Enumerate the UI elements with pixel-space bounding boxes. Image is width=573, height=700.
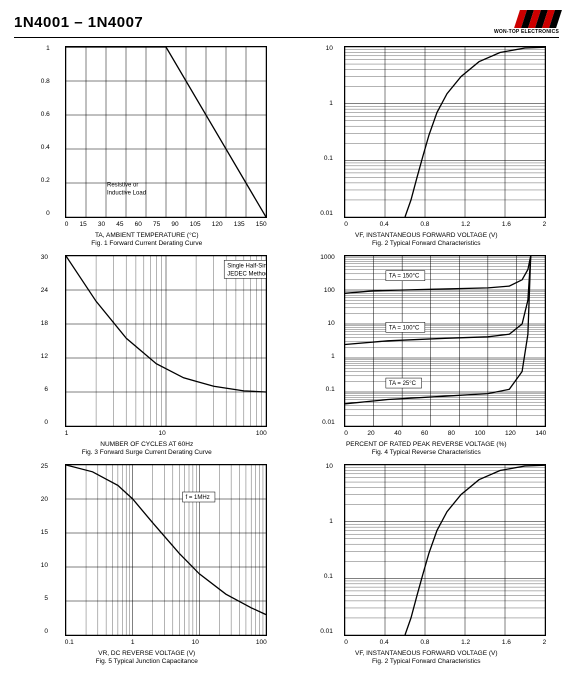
fig3-box: Single Half-Sine-Wave JEDEC Method bbox=[65, 255, 267, 427]
page-header: 1N4001 – 1N4007 WON-TOP ELECTRONICS bbox=[14, 10, 559, 38]
fig4-caption: Fig. 4 Typical Reverse Characteristics bbox=[372, 449, 481, 456]
fig3-caption: Fig. 3 Forward Surge Current Derating Cu… bbox=[82, 449, 212, 456]
fig1-xlabel: TA, AMBIENT TEMPERATURE (°C) bbox=[95, 232, 199, 239]
fig2b-cell: IF, INSTANTANEOUS FORWARD CURRENT (A) 10… bbox=[294, 464, 560, 665]
fig5-xticks: 0.1110100 bbox=[65, 639, 267, 646]
fig5-yticks: 2520151050 bbox=[41, 464, 48, 636]
svg-text:TA = 100°C: TA = 100°C bbox=[389, 325, 420, 331]
fig2a-yticks: 1010.10.01 bbox=[320, 46, 333, 218]
fig1-caption: Fig. 1 Forward Current Derating Curve bbox=[91, 240, 202, 247]
brand-logo: WON-TOP ELECTRONICS bbox=[494, 10, 559, 35]
svg-text:f = 1MHz: f = 1MHz bbox=[185, 495, 209, 501]
fig1-yticks: 10.80.60.40.20 bbox=[41, 46, 50, 218]
fig2a-cell: IF, INSTANTANEOUS FORWARD CURRENT (A) 10… bbox=[294, 46, 560, 247]
fig2a-xlabel: VF, INSTANTANEOUS FORWARD VOLTAGE (V) bbox=[355, 232, 498, 239]
logo-stripes bbox=[517, 10, 559, 28]
fig4-yticks: 10001001010.10.01 bbox=[320, 255, 334, 427]
fig4-xticks: 020406080100120140 bbox=[344, 430, 546, 437]
svg-text:Resistive or: Resistive or bbox=[107, 182, 138, 188]
fig1-box: Resistive or Inductive Load bbox=[65, 46, 267, 218]
svg-text:TA = 150°C: TA = 150°C bbox=[389, 274, 420, 280]
fig4-box: TA = 150°C TA = 100°C TA = 25°C bbox=[344, 255, 546, 427]
fig4-cell: IR, INSTANTANEOUS REVERSE CURRENT (µA) 1… bbox=[294, 255, 560, 456]
fig5-box: f = 1MHz bbox=[65, 464, 267, 636]
fig2b-box bbox=[344, 464, 546, 636]
fig3-yticks: 3024181260 bbox=[41, 255, 48, 427]
fig2b-yticks: 1010.10.01 bbox=[320, 464, 333, 636]
fig2a-box bbox=[344, 46, 546, 218]
fig2a-xticks: 00.40.81.21.62 bbox=[344, 221, 546, 228]
fig2b-caption: Fig. 2 Typical Forward Characteristics bbox=[372, 658, 481, 665]
fig2b-plot bbox=[345, 465, 545, 635]
svg-text:JEDEC Method: JEDEC Method bbox=[227, 271, 266, 277]
brand-name: WON-TOP ELECTRONICS bbox=[494, 29, 559, 35]
fig3-xlabel: NUMBER OF CYCLES AT 60Hz bbox=[100, 441, 193, 448]
fig4-xlabel: PERCENT OF RATED PEAK REVERSE VOLTAGE (%… bbox=[346, 441, 507, 448]
svg-text:Inductive Load: Inductive Load bbox=[107, 190, 146, 196]
svg-text:TA = 25°C: TA = 25°C bbox=[389, 381, 417, 387]
fig2b-xticks: 00.40.81.21.62 bbox=[344, 639, 546, 646]
fig3-plot: Single Half-Sine-Wave JEDEC Method bbox=[66, 256, 266, 426]
charts-grid: I(AV), AVERAGE FORWARD RECTIFIED CURRENT… bbox=[14, 46, 559, 665]
fig2a-plot bbox=[345, 47, 545, 217]
fig3-xticks: 110100 bbox=[65, 430, 267, 437]
fig5-cell: CJ, JUNCTION CAPACITANCE (pF) 2520151050… bbox=[14, 464, 280, 665]
fig4-plot: TA = 150°C TA = 100°C TA = 25°C bbox=[345, 256, 545, 426]
fig1-xticks: 0153045607590105120135150 bbox=[65, 221, 267, 228]
fig3-cell: IFSM, PEAK FORWARD SURGE CURRENT (A) 302… bbox=[14, 255, 280, 456]
fig5-xlabel: VR, DC REVERSE VOLTAGE (V) bbox=[98, 650, 195, 657]
svg-text:Single Half-Sine-Wave: Single Half-Sine-Wave bbox=[227, 263, 266, 269]
fig5-caption: Fig. 5 Typical Junction Capacitance bbox=[96, 658, 198, 665]
part-title: 1N4001 – 1N4007 bbox=[14, 14, 143, 31]
fig1-plot: Resistive or Inductive Load bbox=[66, 47, 266, 217]
fig2b-xlabel: VF, INSTANTANEOUS FORWARD VOLTAGE (V) bbox=[355, 650, 498, 657]
fig2a-caption: Fig. 2 Typical Forward Characteristics bbox=[372, 240, 481, 247]
datasheet-page: 1N4001 – 1N4007 WON-TOP ELECTRONICS I(AV… bbox=[0, 0, 573, 675]
fig5-plot: f = 1MHz bbox=[66, 465, 266, 635]
fig1-cell: I(AV), AVERAGE FORWARD RECTIFIED CURRENT… bbox=[14, 46, 280, 247]
